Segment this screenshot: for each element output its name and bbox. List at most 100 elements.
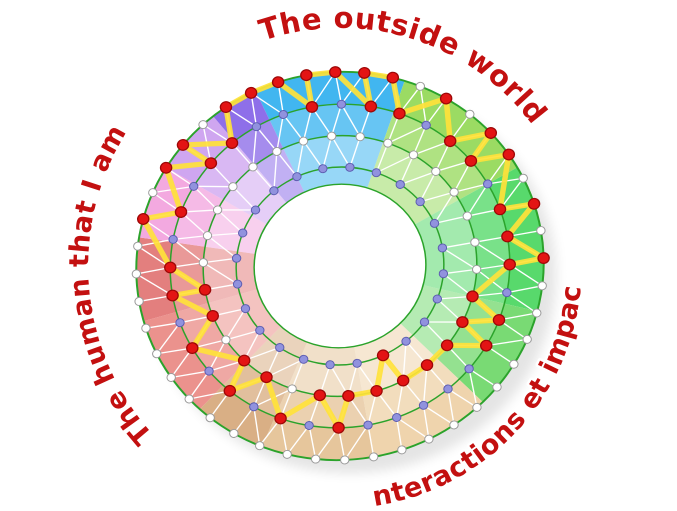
mesh-line: [376, 154, 414, 174]
red-node-dot: [492, 314, 506, 326]
node-dot: [318, 164, 328, 174]
node-dot: [449, 420, 459, 430]
node-dot: [287, 384, 297, 394]
mesh-line: [413, 140, 451, 156]
mesh-line: [402, 341, 407, 381]
mesh-line: [136, 273, 173, 297]
red-node-dot: [137, 213, 150, 225]
mesh-line: [498, 312, 537, 321]
node-dot: [152, 349, 162, 359]
mesh-line: [506, 292, 538, 314]
node-dot: [355, 132, 365, 142]
sector-tan-dark: [245, 326, 308, 388]
node-dot: [232, 279, 243, 289]
mesh-line: [276, 114, 285, 152]
node-dot: [536, 226, 546, 236]
node-dot: [415, 81, 426, 91]
red-node-dot: [274, 412, 287, 425]
mesh-line: [399, 154, 415, 185]
node-dot: [437, 243, 448, 253]
node-dot: [310, 454, 321, 464]
mesh-line: [315, 427, 340, 460]
node-dot: [509, 359, 519, 369]
mesh-line: [419, 171, 437, 202]
mesh-line: [434, 215, 468, 225]
red-node-dot: [420, 359, 434, 372]
mesh-line: [225, 308, 247, 341]
red-node-dot: [237, 354, 251, 367]
node-dot: [198, 258, 209, 268]
node-dot: [470, 237, 480, 247]
mesh-line: [442, 241, 476, 249]
mesh-line: [145, 322, 181, 329]
node-dot: [248, 162, 258, 172]
mesh-line: [443, 268, 477, 275]
node-dot: [371, 168, 382, 178]
red-node-dot: [537, 252, 550, 265]
node-dot: [131, 269, 142, 279]
mesh-line: [252, 126, 258, 167]
sector-teal-green: [400, 285, 473, 358]
red-node-dot: [300, 69, 313, 82]
node-dot: [408, 150, 419, 160]
red-node-dot: [443, 135, 457, 148]
mesh-line: [506, 285, 543, 294]
sector-sky-blue: [283, 135, 384, 193]
red-node-dot: [159, 161, 173, 174]
sector-pink: [172, 183, 224, 247]
node-dot: [254, 441, 265, 451]
node-dot: [326, 131, 337, 141]
node-dot: [518, 173, 528, 183]
red-node-dot: [332, 421, 345, 434]
red-node-dot: [176, 138, 190, 151]
sector-salmon: [208, 289, 281, 363]
node-dot: [148, 188, 158, 198]
highlight-path: [140, 69, 547, 431]
node-dot: [189, 181, 199, 191]
mesh-line: [217, 209, 244, 234]
mesh-line: [252, 166, 275, 192]
sector-tan: [262, 416, 374, 461]
mesh-line: [286, 425, 310, 455]
red-node-dot: [466, 290, 479, 303]
mesh-line: [207, 235, 238, 259]
node-dot: [421, 120, 431, 130]
mesh-line: [396, 416, 430, 440]
red-node-dot: [464, 154, 478, 167]
node-dot: [134, 296, 144, 306]
red-node-dot: [313, 389, 327, 402]
mesh-line: [367, 424, 375, 457]
mesh-line: [468, 368, 498, 388]
mesh-line: [509, 263, 543, 287]
node-dot: [141, 323, 151, 333]
node-dot: [133, 241, 143, 251]
node-dot: [251, 122, 262, 132]
node-dot: [198, 120, 208, 130]
mesh-line: [243, 346, 280, 362]
mesh-line: [395, 380, 404, 418]
node-dot: [401, 336, 411, 346]
mesh-line: [273, 151, 278, 191]
node-dot: [340, 455, 350, 465]
mesh-line: [474, 241, 511, 266]
node-dot: [502, 288, 512, 298]
mesh-line: [486, 338, 528, 347]
node-dot: [304, 421, 314, 430]
node-dot: [269, 186, 279, 196]
red-node-dot: [358, 66, 371, 79]
mesh-line: [188, 370, 210, 400]
node-dot: [184, 394, 194, 404]
node-dot: [336, 99, 347, 109]
node-dot: [415, 197, 425, 207]
mesh-line: [156, 322, 181, 355]
mesh-line: [233, 406, 255, 434]
red-node-dot: [260, 371, 273, 384]
red-node-dot: [186, 342, 199, 355]
mesh-line: [330, 104, 343, 137]
node-dot: [432, 294, 443, 304]
node-dot: [522, 334, 532, 344]
mesh-line: [329, 364, 349, 397]
node-dot: [532, 308, 542, 318]
mesh-line: [232, 186, 257, 211]
node-dot: [429, 218, 440, 228]
